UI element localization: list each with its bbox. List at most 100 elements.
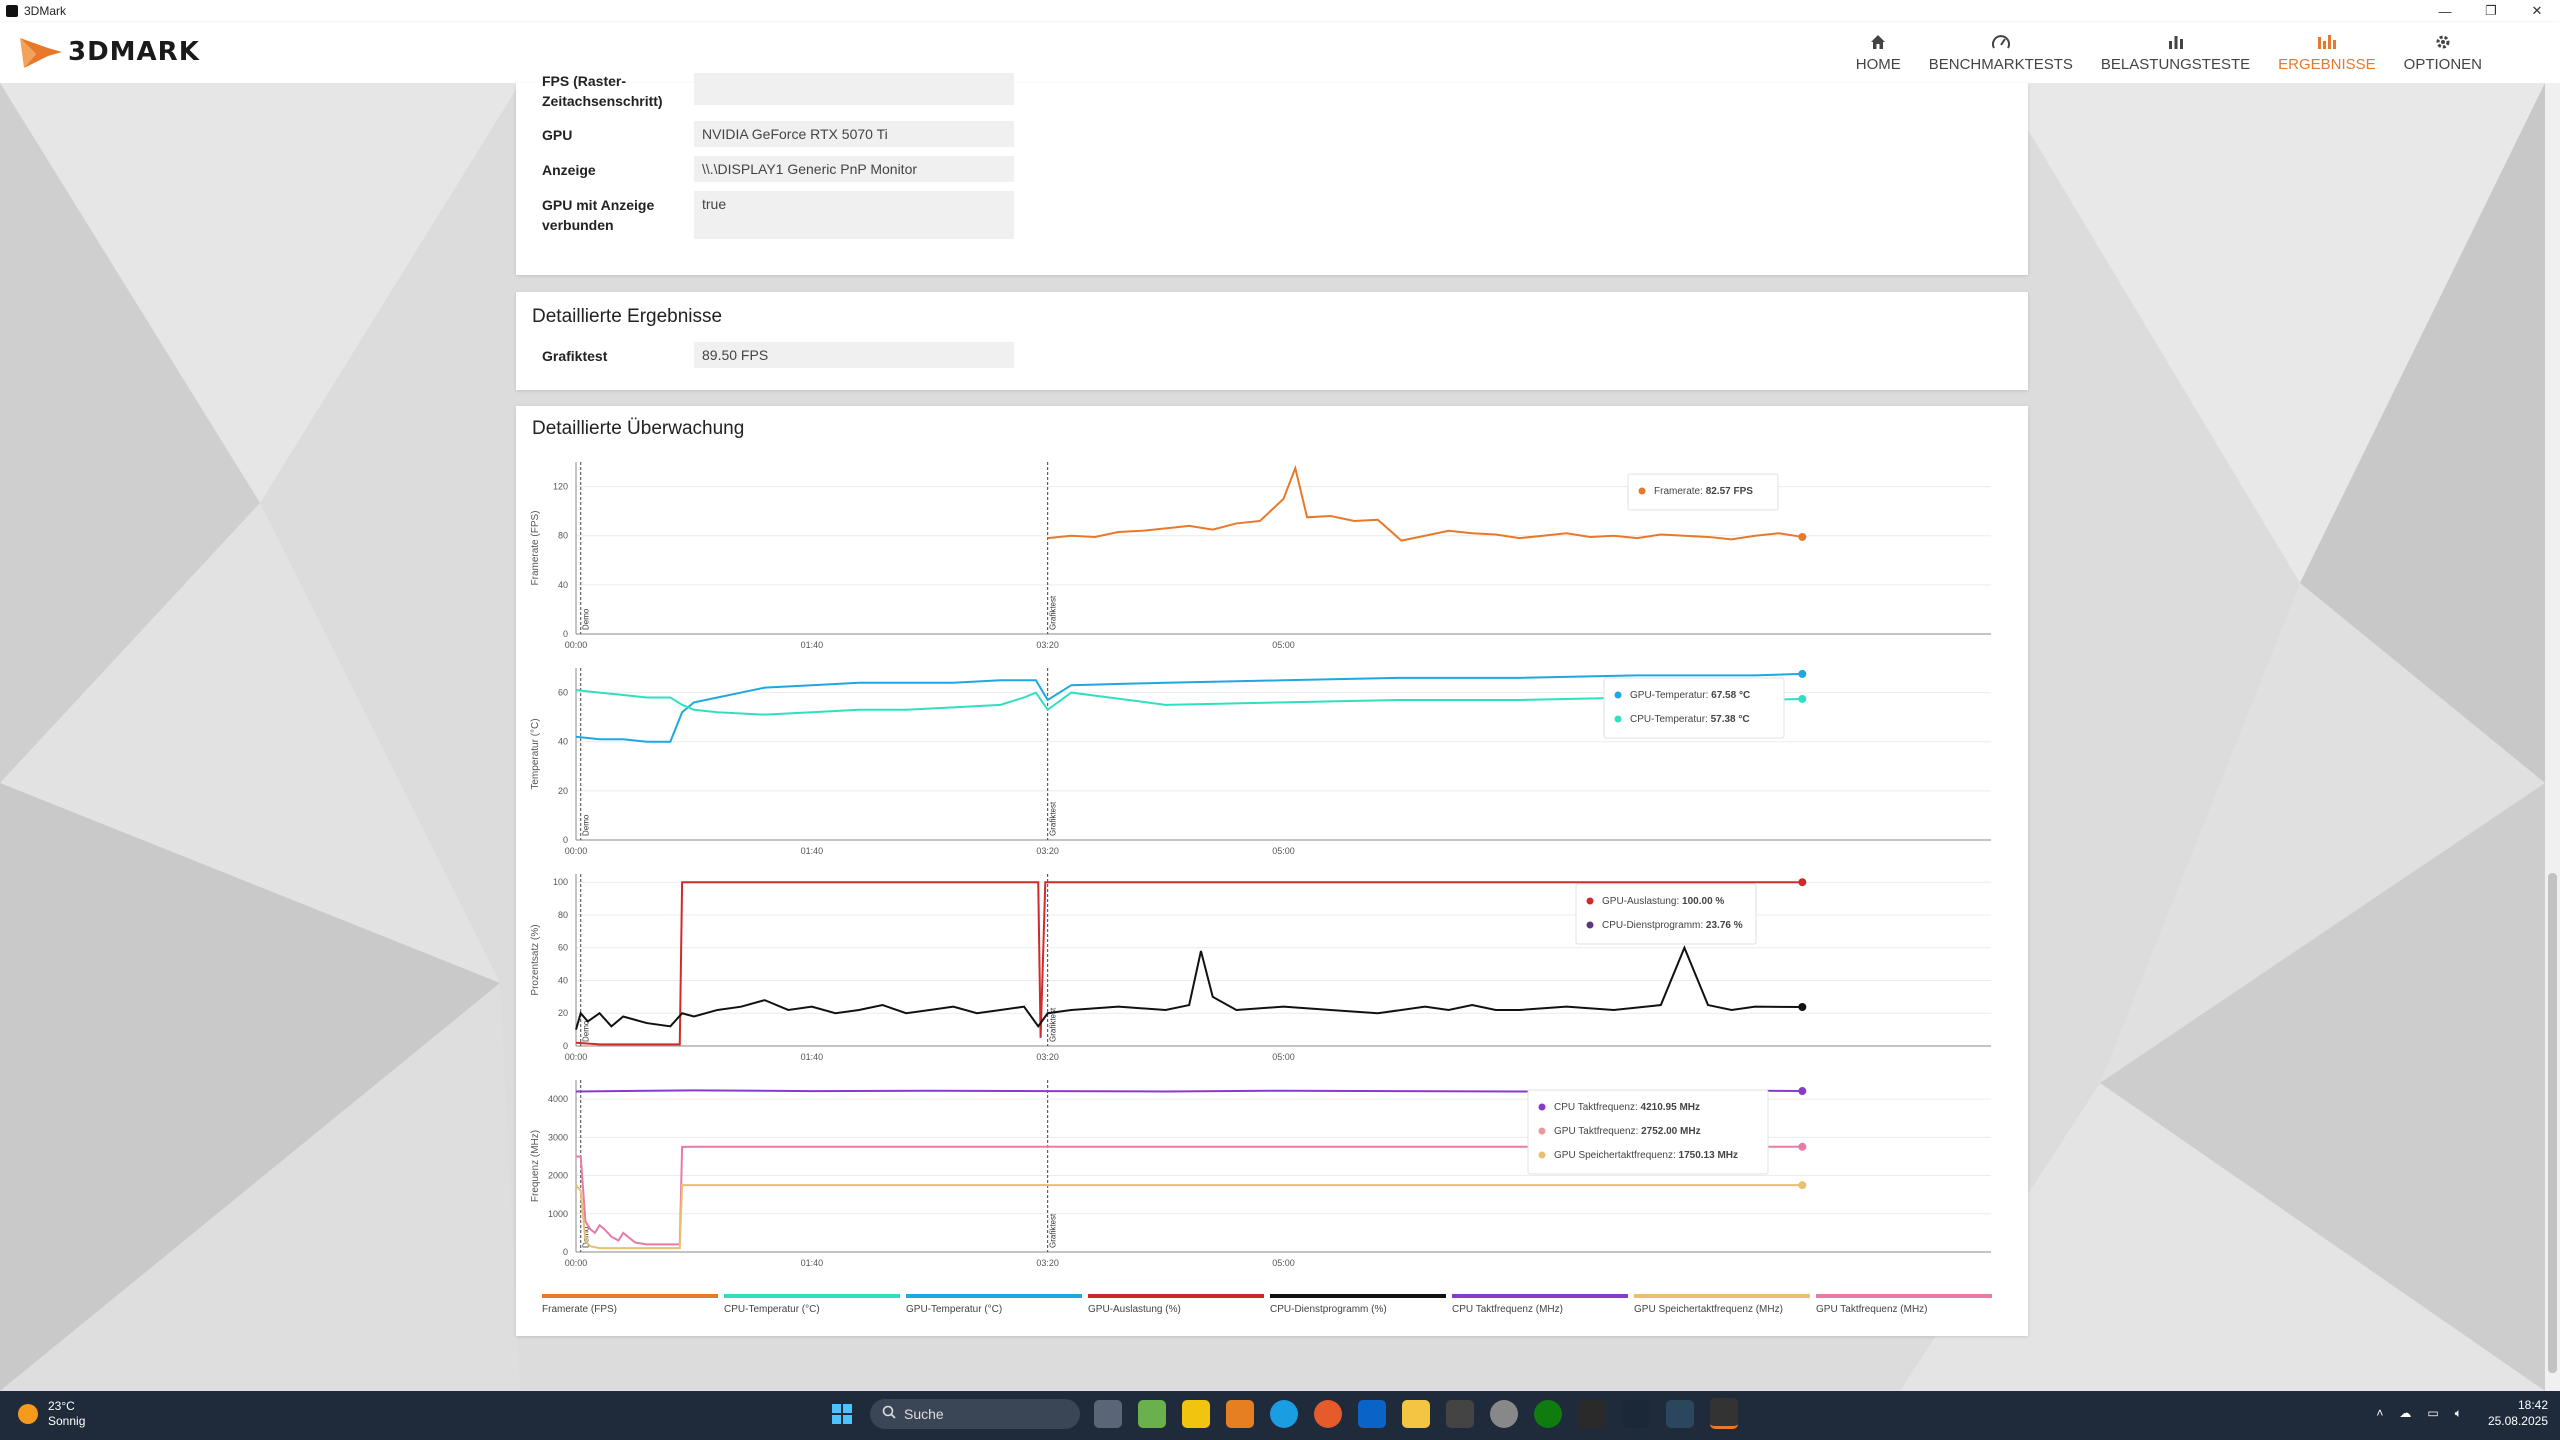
- clock-time: 18:42: [2517, 1398, 2548, 1412]
- taskbar-apps: Suche: [820, 1398, 1746, 1429]
- app-logo[interactable]: 3DMARK: [18, 30, 200, 74]
- legend-label[interactable]: GPU Speichertaktfrequenz (MHz): [1634, 1304, 1783, 1315]
- steam-icon-2[interactable]: [1666, 1399, 1694, 1428]
- y-tick-label: 120: [553, 482, 568, 492]
- edge-icon[interactable]: [1270, 1399, 1298, 1428]
- maximize-button[interactable]: ❐: [2485, 3, 2497, 18]
- home-icon: [1869, 32, 1887, 52]
- firefox-icon[interactable]: [1314, 1399, 1342, 1428]
- series-end-marker: [1798, 669, 1807, 678]
- tooltip-box: [1575, 883, 1757, 945]
- cloud-icon[interactable]: ☁: [2399, 1406, 2412, 1420]
- file-explorer-icon[interactable]: [1402, 1399, 1430, 1428]
- volume-icon[interactable]: 🔈︎: [2454, 1405, 2462, 1420]
- section-label: Demo: [582, 1226, 591, 1248]
- legend-label[interactable]: GPU-Auslastung (%): [1088, 1304, 1181, 1315]
- weather-widget[interactable]: 23°C Sonnig: [18, 1399, 85, 1429]
- legend-color-bar[interactable]: [724, 1294, 900, 1298]
- search-icon: [882, 1405, 896, 1422]
- logo-icon: [20, 38, 62, 68]
- x-tick-label: 01:40: [801, 1258, 824, 1268]
- taskbar-clock[interactable]: 18:42 25.08.2025: [2488, 1397, 2548, 1429]
- window-title: 3DMark: [24, 4, 67, 18]
- nav-benchmarks[interactable]: BENCHMARKTESTS: [1915, 22, 2087, 83]
- nav-stress-tests[interactable]: BELASTUNGSTESTE: [2087, 22, 2264, 83]
- tooltip-text: GPU Taktfrequenz: 2752.00 MHz: [1554, 1126, 1701, 1137]
- steam-icon[interactable]: [1622, 1399, 1650, 1428]
- legend-color-bar[interactable]: [1270, 1294, 1446, 1298]
- legend-color-bar[interactable]: [1816, 1294, 1992, 1298]
- legend-color-bar[interactable]: [1634, 1294, 1810, 1298]
- nav-results[interactable]: ERGEBNISSE: [2264, 22, 2390, 83]
- windows-start-icon[interactable]: [828, 1400, 856, 1428]
- cpuz-icon[interactable]: [1446, 1399, 1474, 1428]
- nav-label: HOME: [1855, 56, 1901, 73]
- tooltip-dot: [1638, 487, 1646, 495]
- result-label-graphics-test: Grafiktest: [542, 348, 608, 364]
- legend-color-bar[interactable]: [1452, 1294, 1628, 1298]
- app-icon-circle[interactable]: [1490, 1399, 1518, 1428]
- x-tick-label: 05:00: [1272, 1258, 1295, 1268]
- app-icon-yellow[interactable]: [1182, 1399, 1210, 1428]
- y-axis-label: Prozentsatz (%): [530, 924, 541, 995]
- legend-color-bar[interactable]: [906, 1294, 1082, 1298]
- legend-label[interactable]: CPU Taktfrequenz (MHz): [1452, 1304, 1563, 1315]
- y-axis-label: Frequenz (MHz): [530, 1130, 541, 1202]
- info-value-gpu-connected: true: [694, 191, 1014, 239]
- 3dmark-taskbar-icon[interactable]: [1710, 1398, 1738, 1429]
- info-value-display: \\.\DISPLAY1 Generic PnP Monitor: [694, 156, 1014, 182]
- x-tick-label: 00:00: [565, 1052, 588, 1062]
- legend-label[interactable]: CPU-Dienstprogramm (%): [1270, 1304, 1387, 1315]
- series-line: [575, 945, 1803, 1030]
- tooltip-label: GPU-Auslastung:: [1602, 896, 1682, 907]
- tooltip-text: CPU Taktfrequenz: 4210.95 MHz: [1554, 1102, 1700, 1113]
- scrollbar-thumb[interactable]: [2548, 873, 2557, 1373]
- tooltip-dot: [1538, 1151, 1546, 1159]
- background-pattern: [0, 83, 2545, 1391]
- sun-icon: [18, 1404, 38, 1424]
- xbox-icon[interactable]: [1534, 1399, 1562, 1428]
- windows-taskbar: 23°C Sonnig Suche ˄ ☁ ▭ 🔈︎: [0, 1391, 2560, 1440]
- tooltip-value: 23.76 %: [1706, 920, 1743, 931]
- legend-color-bar[interactable]: [542, 1294, 718, 1298]
- search-placeholder: Suche: [904, 1405, 944, 1422]
- close-button[interactable]: ✕: [2531, 3, 2543, 18]
- legend-label[interactable]: GPU-Temperatur (°C): [906, 1304, 1003, 1315]
- tooltip-text: GPU-Temperatur: 67.58 °C: [1630, 690, 1750, 701]
- results-icon: [2317, 32, 2337, 52]
- series-end-marker: [1798, 1003, 1807, 1012]
- x-tick-label: 01:40: [801, 1052, 824, 1062]
- system-tray: ˄ ☁ ▭ 🔈︎ 18:42 25.08.2025: [2368, 1397, 2548, 1429]
- network-icon[interactable]: ▭: [2427, 1406, 2439, 1420]
- y-tick-label: 40: [558, 737, 568, 747]
- app-icon-green[interactable]: [1138, 1399, 1166, 1428]
- task-view-icon[interactable]: [1094, 1399, 1122, 1428]
- epic-games-icon[interactable]: [1578, 1399, 1606, 1428]
- outlook-icon[interactable]: [1358, 1399, 1386, 1428]
- gauge-icon: [1991, 32, 2011, 52]
- tooltip-dot: [1538, 1103, 1546, 1111]
- taskbar-search[interactable]: Suche: [870, 1398, 1080, 1429]
- nav-options[interactable]: OPTIONEN: [2390, 22, 2496, 83]
- page-scrollbar[interactable]: [2545, 83, 2560, 1391]
- tooltip-box: [1527, 1089, 1769, 1175]
- y-axis-label: Framerate (FPS): [530, 510, 541, 585]
- tooltip-dot: [1586, 897, 1594, 905]
- legend-color-bar[interactable]: [1088, 1294, 1264, 1298]
- nav-home[interactable]: HOME: [1842, 22, 1915, 83]
- chevron-up-icon[interactable]: ˄: [2376, 1406, 2384, 1420]
- minimize-button[interactable]: —: [2438, 3, 2452, 19]
- window-titlebar: 3DMark — ❐ ✕: [0, 0, 2560, 23]
- tooltip-dot: [1614, 715, 1622, 723]
- section-label: Grafiktest: [1049, 1213, 1058, 1248]
- legend-label[interactable]: GPU Taktfrequenz (MHz): [1816, 1304, 1928, 1315]
- nav-label: BENCHMARKTESTS: [1928, 56, 2073, 73]
- tooltip-value: 1750.13 MHz: [1679, 1150, 1738, 1161]
- tooltip-value: 2752.00 MHz: [1641, 1126, 1700, 1137]
- y-tick-label: 2000: [548, 1171, 568, 1181]
- y-tick-label: 60: [558, 688, 568, 698]
- legend-label[interactable]: CPU-Temperatur (°C): [724, 1304, 820, 1315]
- vlc-icon[interactable]: [1226, 1399, 1254, 1428]
- legend-label[interactable]: Framerate (FPS): [542, 1304, 618, 1315]
